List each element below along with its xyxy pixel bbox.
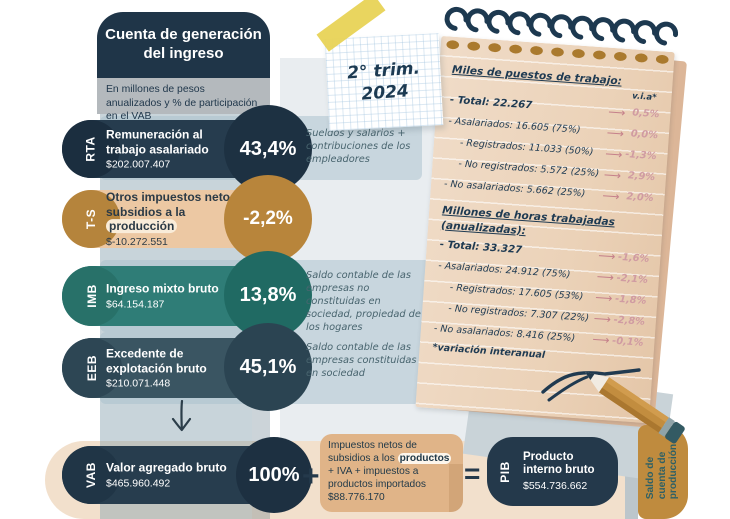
arrow-right-icon: ⟶ (596, 269, 615, 285)
imb-abbr-circle: IMB (62, 266, 122, 326)
arrow-right-icon: ⟶ (607, 104, 626, 120)
rta-amount: $202.007.407 (106, 158, 171, 171)
ts-abbr-circle: T-S (62, 190, 120, 248)
hours-row-label: - Total: 33.327 (439, 239, 523, 256)
units-subtitle: En millones de pesos anualizados y % de … (97, 78, 270, 122)
ts-percent-badge: -2,2% (224, 175, 312, 263)
spiral-binding-icon (444, 6, 679, 64)
tax-box-amount: $88.776.170 (328, 491, 385, 503)
rta-abbr-circle: RTA (62, 120, 120, 178)
sticky-note: 2° trim. 2024 (324, 33, 444, 131)
production-account-tab: Saldo de cuenta de producción (638, 425, 688, 519)
vab-amount: $465.960.492 (106, 477, 171, 490)
ts-amount: $-10.272.551 (106, 235, 168, 248)
notepad-content: Miles de puestos de trabajo: v.i.a* - To… (432, 63, 662, 368)
jobs-row-pct: 2,0% (626, 191, 654, 205)
tax-box-pre: Impuestos netos de subsidios a los (328, 440, 417, 464)
vab-percent: 100% (248, 463, 300, 486)
jobs-row-label: - Total: 22.267 (449, 94, 533, 112)
jobs-row-pct: 2,9% (627, 170, 656, 184)
pib-abbr: PIB (497, 460, 512, 483)
jobs-row-pct: -1,3% (624, 149, 657, 163)
pib-amount: $554.736.662 (523, 480, 588, 493)
eeb-percent: 45,1% (239, 355, 297, 378)
pib-box: PIB Producto interno bruto $554.736.662 (487, 437, 618, 506)
imb-side-note: Saldo contable de las empresas no consti… (306, 270, 421, 333)
hours-row-pct: -2,1% (616, 272, 649, 286)
imb-percent: 13,8% (239, 283, 297, 306)
rta-percent: 43,4% (239, 137, 297, 160)
vab-abbr: VAB (83, 462, 98, 488)
eeb-amount: $210.071.448 (106, 377, 171, 390)
page-title-text: Cuenta de generación del ingreso (105, 26, 262, 62)
imb-abbr: IMB (85, 284, 99, 308)
imb-amount: $64.154.187 (106, 298, 165, 311)
ts-label: Otros impuestos netos de subsidios a la … (106, 190, 256, 234)
equals-sign: = (464, 458, 481, 489)
sticky-note-text: 2° trim. 2024 (346, 57, 422, 106)
eeb-percent-badge: 45,1% (224, 323, 312, 411)
hours-row-pct: -1,6% (617, 251, 650, 265)
vab-text: Valor agregado bruto $465.960.492 (106, 461, 240, 490)
vab-percent-badge: 100% (236, 437, 312, 513)
rta-abbr: RTA (84, 136, 98, 162)
ts-text: Otros impuestos netos de subsidios a la … (106, 190, 256, 248)
arrow-right-icon: ⟶ (593, 311, 612, 327)
arrow-right-icon: ⟶ (606, 125, 625, 141)
eeb-abbr-circle: EEB (62, 338, 122, 398)
jobs-row-label: - No asalariados: 5.662 (25%) (443, 178, 586, 200)
plus-sign: + (302, 460, 320, 493)
hours-row-pct: -2,8% (613, 314, 646, 328)
arrow-right-icon: ⟶ (604, 146, 623, 162)
pib-label: Producto interno bruto (523, 450, 595, 477)
ts-label-pre: Otros impuestos netos de subsidios a la (106, 190, 255, 219)
jobs-row-pct: 0,5% (631, 107, 660, 121)
eeb-side-note: Saldo contable de las empresas constitui… (306, 342, 417, 379)
rta-text: Remuneración al trabajo asalariado $202.… (106, 127, 240, 170)
ts-label-highlight: producción (106, 219, 178, 234)
rta-side-note: Sueldos y salarios + contribuciones de l… (306, 128, 411, 165)
ts-abbr: T-S (83, 208, 98, 230)
arrow-right-icon: ⟶ (597, 248, 616, 264)
imb-label: Ingreso mixto bruto (106, 281, 219, 296)
eeb-abbr: EEB (85, 354, 99, 382)
vab-abbr-circle: VAB (62, 446, 120, 504)
ts-percent: -2,2% (243, 208, 293, 229)
row-imb: IMB Ingreso mixto bruto $64.154.187 13,8… (62, 251, 312, 339)
page-title: Cuenta de generación del ingreso (97, 12, 270, 78)
vab-label: Valor agregado bruto (106, 460, 227, 475)
pib-text: Producto interno bruto $554.736.662 (523, 451, 615, 493)
rta-label: Remuneración al trabajo asalariado (106, 127, 209, 156)
notepad: Miles de puestos de trabajo: v.i.a* - To… (415, 6, 687, 436)
arrow-right-icon: ⟶ (603, 167, 622, 183)
down-arrow-icon (171, 400, 192, 432)
tax-box-highlight: productos (397, 452, 452, 464)
row-rta: RTA Remuneración al trabajo asalariado $… (62, 105, 312, 193)
row-vab: VAB Valor agregado bruto $465.960.492 10… (62, 437, 312, 513)
pib-abbr-wrap: PIB (491, 437, 519, 506)
pencil-icon (541, 368, 685, 444)
eeb-label: Excedente de explotación bruto (106, 346, 207, 375)
jobs-row-pct: 0,0% (630, 128, 659, 142)
arrow-right-icon: ⟶ (601, 188, 621, 204)
tax-box: Impuestos netos de subsidios a los produ… (320, 434, 463, 512)
tax-box-post: + IVA + impuestos a productos importados (328, 465, 426, 490)
eeb-text: Excedente de explotación bruto $210.071.… (106, 346, 240, 389)
row-eeb: EEB Excedente de explotación bruto $210.… (62, 323, 312, 411)
hours-row-pct: -1,8% (614, 293, 647, 307)
arrow-right-icon: ⟶ (594, 290, 613, 306)
imb-text: Ingreso mixto bruto $64.154.187 (106, 282, 240, 311)
row-ts: T-S Otros impuestos netos de subsidios a… (62, 175, 312, 263)
